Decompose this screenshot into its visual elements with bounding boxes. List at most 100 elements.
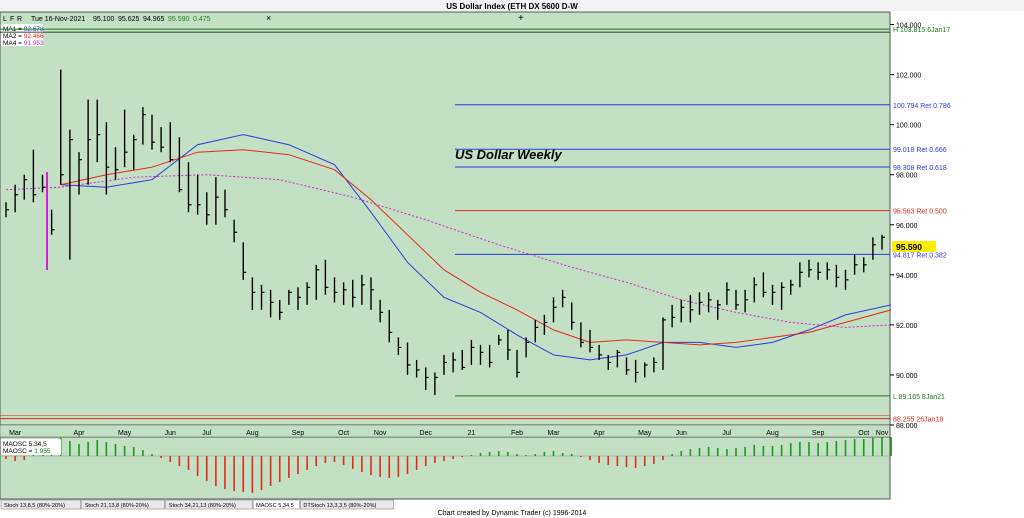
- ohlc-bar: [826, 262, 831, 280]
- ohlc-bar: [105, 122, 110, 195]
- level-label: L 89.165 8Jan21: [893, 394, 945, 401]
- ohlc-bar: [470, 339, 475, 365]
- ohlc-bar: [425, 367, 429, 390]
- ohlc-bar: [744, 289, 749, 313]
- x-tick-label: Jul: [722, 430, 731, 437]
- moving-averages: [5, 134, 892, 361]
- ohlc-bar: [370, 277, 374, 310]
- ohlc-bar: [808, 259, 812, 278]
- level-label: 96.563 Ret 0.500: [893, 209, 947, 216]
- ohlc-bar: [607, 354, 612, 370]
- ohlc-close: 95.590: [168, 16, 190, 23]
- ohlc-bar: [671, 304, 676, 328]
- indicator-tab[interactable]: DTStoch 13,3,3,5 (80%-20%): [300, 499, 394, 510]
- ohlc-bar: [269, 289, 274, 318]
- x-tick-label: Jun: [165, 430, 176, 437]
- ohlc-bar: [771, 284, 776, 305]
- ohlc-bar: [388, 309, 393, 343]
- ohlc-bar: [653, 357, 657, 373]
- ma2-legend: MA2 = 92.466: [3, 33, 44, 40]
- ohlc-bar: [379, 299, 384, 323]
- level-label: 100.794 Ret 0.786: [893, 103, 951, 110]
- last-price-tag: 95.590: [892, 241, 936, 252]
- ohlc-bar: [552, 297, 557, 323]
- ohlc-bar: [196, 174, 201, 215]
- ohlc-bar: [288, 289, 292, 305]
- ohlc-bar: [863, 257, 867, 273]
- ohlc-bar: [324, 259, 329, 295]
- ohlc-bar: [479, 344, 484, 365]
- ohlc-bar: [133, 134, 137, 170]
- x-tick-label: Aug: [766, 430, 779, 437]
- tab-bg: [252, 499, 300, 510]
- ohlc-bar: [844, 269, 849, 290]
- x-tick-label: Jul: [202, 430, 211, 437]
- ohlc-bar: [352, 279, 356, 308]
- ohlc-open: 95.100: [93, 16, 115, 23]
- ohlc-bar: [452, 352, 457, 373]
- oscillator-panel[interactable]: [0, 436, 891, 500]
- indicator-tab[interactable]: MAOSC 5,34,5: [252, 499, 300, 510]
- date-axis: [0, 424, 891, 438]
- tab-bg: [81, 499, 165, 510]
- ohlc-change: 0.475: [193, 16, 211, 23]
- ohlc-bar: [680, 299, 685, 323]
- ohlc-bar: [534, 319, 539, 343]
- ohlc-bar: [206, 192, 210, 225]
- ohlc-bar: [50, 209, 55, 235]
- x-tick-label: 21: [467, 430, 475, 437]
- osc-legend-value: MAOSC = 1.955: [3, 448, 51, 455]
- ohlc-bar: [498, 334, 502, 345]
- ohlc-bar: [406, 342, 411, 375]
- level-label: 99.018 Ret 0.666: [893, 147, 947, 154]
- price-panel[interactable]: [0, 11, 891, 426]
- indicator-tab[interactable]: Stoch 13,8,5 (80%-20%): [0, 499, 81, 510]
- ma-line-ma4: [5, 174, 892, 328]
- ohlc-bar: [251, 277, 256, 310]
- price-axis: [890, 12, 1024, 499]
- title-bar: [0, 0, 1024, 11]
- ohlc-date: Tue 16-Nov-2021: [31, 16, 85, 23]
- ohlc-bar: [242, 242, 247, 280]
- indicator-tab[interactable]: Stoch 21,13,8 (80%-20%): [81, 499, 165, 510]
- ohlc-bar: [96, 99, 101, 163]
- ohlc-bar: [114, 147, 119, 180]
- ohlc-bars: [5, 69, 885, 395]
- y-tick-label: 98.000: [896, 173, 918, 180]
- toolbar-r-icon[interactable]: R: [17, 16, 22, 23]
- indicator-tab[interactable]: Stoch 34,21,13 (80%-20%): [165, 499, 253, 510]
- x-tick-label: May: [638, 430, 652, 437]
- x-tick-label: Dec: [420, 430, 433, 437]
- ohlc-bar: [306, 282, 311, 305]
- y-tick-label: 102.000: [896, 73, 921, 80]
- ohlc-bar: [169, 122, 174, 163]
- ohlc-bar: [589, 329, 593, 353]
- ohlc-bar: [707, 292, 712, 313]
- ohlc-bar: [780, 282, 785, 310]
- ohlc-bar: [790, 279, 794, 295]
- x-tick-label: Sep: [292, 430, 305, 437]
- y-tick-label: 94.000: [896, 273, 918, 280]
- add-icon[interactable]: +: [518, 13, 524, 24]
- y-tick-label: 88.000: [896, 423, 918, 430]
- toolbar-l-icon[interactable]: L: [3, 16, 7, 23]
- ohlc-bar: [443, 354, 447, 375]
- close-icon[interactable]: ×: [266, 13, 271, 23]
- ohlc-bar: [488, 344, 493, 368]
- tab-label: Stoch 13,8,5 (80%-20%): [4, 503, 65, 509]
- ohlc-bar: [543, 314, 548, 335]
- x-tick-label: May: [118, 430, 132, 437]
- chart-title: US Dollar Weekly: [455, 147, 562, 162]
- ohlc-bar: [644, 362, 648, 378]
- tab-bg: [0, 499, 81, 510]
- ohlc-header: L F R Tue 16-Nov-2021 95.100 95.625 94.9…: [3, 13, 524, 24]
- ohlc-bar: [361, 274, 365, 305]
- x-tick-label: Oct: [858, 430, 869, 437]
- horizontal-levels: H 103.815 6Jan17 100.794 Ret 0.786 99.018 …: [0, 27, 951, 424]
- ohlc-bar: [735, 289, 739, 310]
- toolbar-f-icon[interactable]: F: [10, 16, 14, 23]
- ma-line-ma1: [60, 134, 892, 361]
- ohlc-bar: [69, 129, 73, 260]
- ohlc-bar: [634, 359, 639, 383]
- ohlc-bar: [342, 282, 347, 305]
